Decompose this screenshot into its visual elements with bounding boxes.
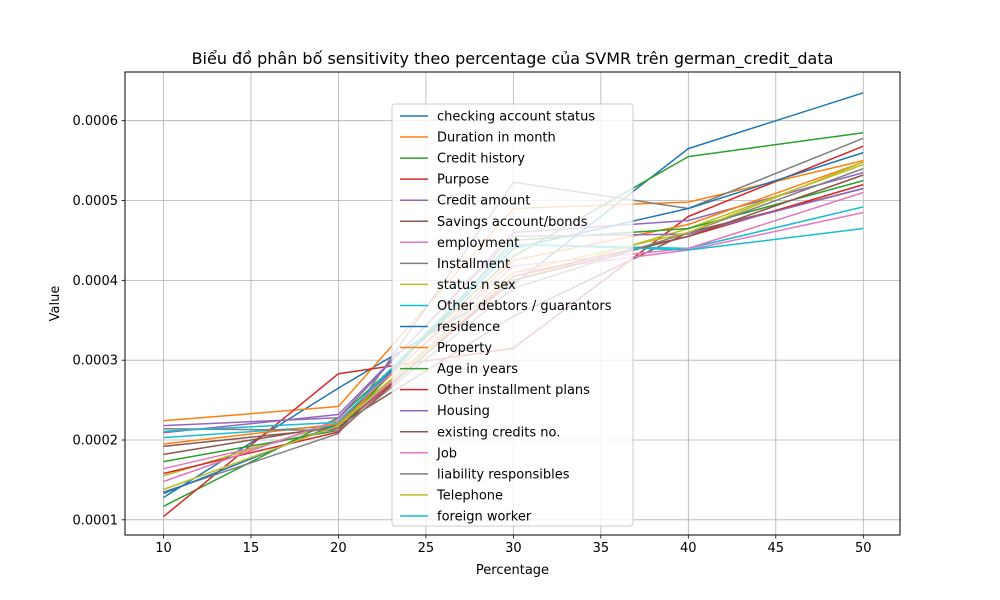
y-tick-label: 0.0002	[73, 434, 119, 449]
plot-frame	[124, 71, 901, 536]
legend-entry: employment	[437, 236, 519, 251]
legend-entry: Credit history	[437, 152, 525, 167]
legend-entry: Other installment plans	[437, 383, 590, 398]
x-tick-label: 20	[330, 541, 347, 556]
y-tick-label: 0.0004	[73, 274, 119, 289]
legend-entry: Installment	[437, 257, 510, 272]
y-tick-label: 0.0001	[73, 513, 119, 528]
legend-entry: liability responsibles	[437, 467, 570, 482]
legend-entry: Credit amount	[437, 194, 530, 209]
legend: checking account status Duration in month…	[391, 103, 634, 527]
x-axis-ticks: 10 15 20 25 30 35 40 45 50	[155, 535, 872, 556]
y-axis-label: Value	[48, 286, 63, 322]
legend-entry: Duration in month	[437, 131, 556, 146]
legend-entry: Purpose	[437, 173, 489, 188]
legend-entry: Age in years	[437, 362, 518, 377]
legend-entry: Savings account/bonds	[437, 215, 588, 230]
chart-title: Biểu đồ phân bố sensitivity theo percent…	[192, 49, 834, 69]
x-tick-label: 30	[505, 541, 522, 556]
legend-entry: Property	[437, 341, 492, 356]
legend-entry: Housing	[437, 404, 490, 419]
x-tick-label: 10	[155, 541, 172, 556]
legend-entry: Job	[436, 446, 457, 461]
y-tick-label: 0.0005	[73, 194, 119, 209]
y-tick-label: 0.0006	[73, 114, 119, 129]
legend-entry: checking account status	[437, 110, 595, 125]
legend-entry: Telephone	[436, 488, 503, 503]
legend-entry: Other debtors / guarantors	[437, 299, 612, 314]
legend-entry: status n sex	[437, 278, 516, 293]
legend-box	[391, 103, 634, 527]
legend-entry: existing credits no.	[437, 425, 560, 440]
x-tick-label: 15	[243, 541, 260, 556]
x-tick-label: 25	[418, 541, 435, 556]
y-axis-ticks: 0.0001 0.0002 0.0003 0.0004 0.0005 0.0006	[73, 114, 125, 528]
legend-entry: foreign worker	[437, 509, 532, 524]
x-axis-label: Percentage	[476, 563, 549, 578]
legend-entry: residence	[437, 320, 500, 335]
x-tick-label: 35	[593, 541, 610, 556]
x-tick-label: 40	[680, 541, 697, 556]
y-tick-label: 0.0003	[73, 354, 119, 369]
x-tick-label: 45	[768, 541, 785, 556]
x-tick-label: 50	[855, 541, 872, 556]
